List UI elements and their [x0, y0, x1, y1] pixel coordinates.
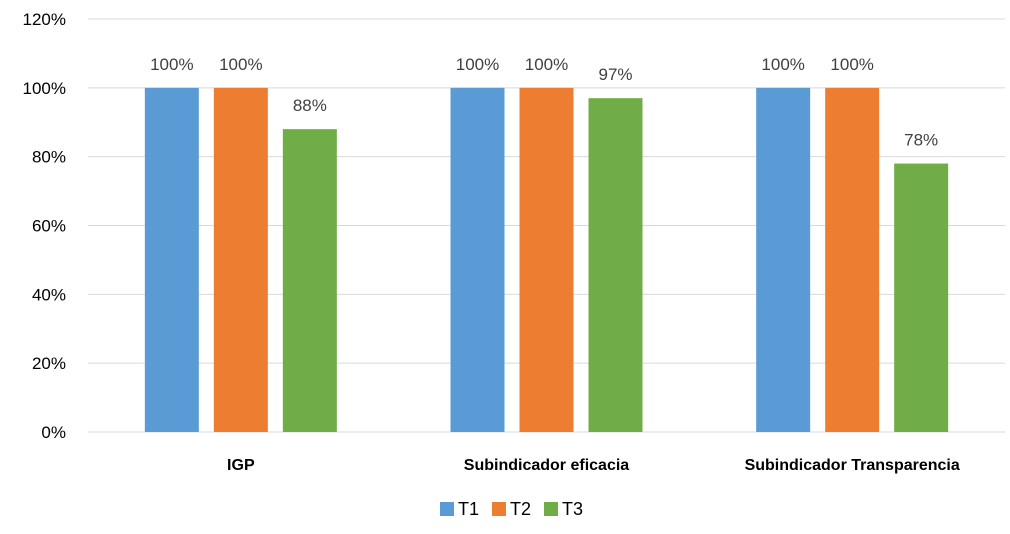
data-label: 100% [830, 55, 873, 74]
y-tick-label: 60% [32, 217, 66, 236]
legend: T1 T2 T3 [440, 499, 583, 519]
data-label: 100% [456, 55, 499, 74]
legend-swatch-t1 [440, 502, 454, 516]
x-axis-ticks: IGP Subindicador eficacia Subindicador Tra… [227, 457, 960, 474]
legend-swatch-t2 [492, 502, 506, 516]
y-tick-label: 80% [32, 148, 66, 167]
x-tick-label: Subindicador eficacia [464, 457, 629, 474]
data-label: 97% [598, 65, 632, 84]
bar-t3-1 [588, 98, 643, 433]
y-tick-label: 20% [32, 354, 66, 373]
bar-t1-0 [144, 87, 199, 432]
legend-label: T3 [562, 499, 583, 519]
y-tick-label: 40% [32, 285, 66, 304]
y-axis-ticks: 0% 20% 40% 60% 80% 100% 120% [23, 10, 66, 442]
y-tick-label: 100% [23, 79, 66, 98]
legend-swatch-t3 [544, 502, 558, 516]
bar-t3-0 [282, 129, 337, 432]
data-label: 100% [761, 55, 804, 74]
data-label: 78% [904, 131, 938, 150]
bars [144, 87, 949, 433]
bar-t1-1 [450, 87, 505, 432]
data-label: 100% [150, 55, 193, 74]
x-tick-label: IGP [227, 457, 255, 474]
data-label: 100% [219, 55, 262, 74]
legend-label: T1 [458, 499, 479, 519]
bar-t2-0 [213, 87, 268, 432]
legend-label: T2 [510, 499, 531, 519]
data-label: 100% [525, 55, 568, 74]
bar-t2-1 [519, 87, 574, 432]
y-tick-label: 120% [23, 10, 66, 29]
data-labels: 100% 100% 88% 100% 100% 97% 100% 100% 78% [150, 55, 938, 150]
data-label: 88% [293, 96, 327, 115]
bar-t2-2 [825, 87, 880, 432]
y-tick-label: 0% [41, 423, 66, 442]
x-tick-label: Subindicador Transparencia [745, 457, 960, 474]
bar-t3-2 [894, 163, 949, 433]
bar-t1-2 [756, 87, 811, 432]
